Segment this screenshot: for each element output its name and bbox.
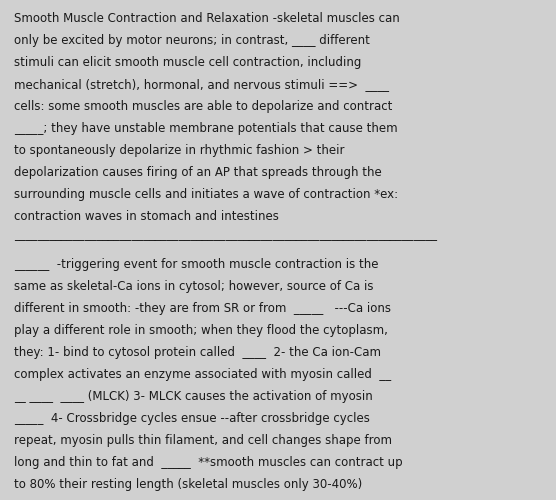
Text: depolarization causes firing of an AP that spreads through the: depolarization causes firing of an AP th… [14,166,382,179]
Text: complex activates an enzyme associated with myosin called  __: complex activates an enzyme associated w… [14,368,391,381]
Text: surrounding muscle cells and initiates a wave of contraction *ex:: surrounding muscle cells and initiates a… [14,188,398,201]
Text: Smooth Muscle Contraction and Relaxation -skeletal muscles can: Smooth Muscle Contraction and Relaxation… [14,12,400,25]
Text: long and thin to fat and  _____  **smooth muscles can contract up: long and thin to fat and _____ **smooth … [14,456,403,469]
Text: contraction waves in stomach and intestines: contraction waves in stomach and intesti… [14,210,279,223]
Text: only be excited by motor neurons; in contrast, ____ different: only be excited by motor neurons; in con… [14,34,370,47]
Text: cells: some smooth muscles are able to depolarize and contract: cells: some smooth muscles are able to d… [14,100,393,113]
Text: stimuli can elicit smooth muscle cell contraction, including: stimuli can elicit smooth muscle cell co… [14,56,361,69]
Text: repeat, myosin pulls thin filament, and cell changes shape from: repeat, myosin pulls thin filament, and … [14,434,392,447]
Text: play a different role in smooth; when they flood the cytoplasm,: play a different role in smooth; when th… [14,324,388,337]
Text: to spontaneously depolarize in rhythmic fashion > their: to spontaneously depolarize in rhythmic … [14,144,345,157]
Text: same as skeletal-Ca ions in cytosol; however, source of Ca is: same as skeletal-Ca ions in cytosol; how… [14,280,374,293]
Text: __ ____  ____ (MLCK) 3- MLCK causes the activation of myosin: __ ____ ____ (MLCK) 3- MLCK causes the a… [14,390,373,403]
Text: _____; they have unstable membrane potentials that cause them: _____; they have unstable membrane poten… [14,122,398,135]
Text: ________________________________________________________________________: ________________________________________… [14,228,437,241]
Text: ______  -triggering event for smooth muscle contraction is the: ______ -triggering event for smooth musc… [14,258,379,271]
Text: mechanical (stretch), hormonal, and nervous stimuli ==>  ____: mechanical (stretch), hormonal, and nerv… [14,78,389,91]
Text: they: 1- bind to cytosol protein called  ____  2- the Ca ion-Cam: they: 1- bind to cytosol protein called … [14,346,381,359]
Text: to 80% their resting length (skeletal muscles only 30-40%): to 80% their resting length (skeletal mu… [14,478,363,491]
Text: _____  4- Crossbridge cycles ensue --after crossbridge cycles: _____ 4- Crossbridge cycles ensue --afte… [14,412,370,425]
Text: different in smooth: -they are from SR or from  _____   ---Ca ions: different in smooth: -they are from SR o… [14,302,391,315]
